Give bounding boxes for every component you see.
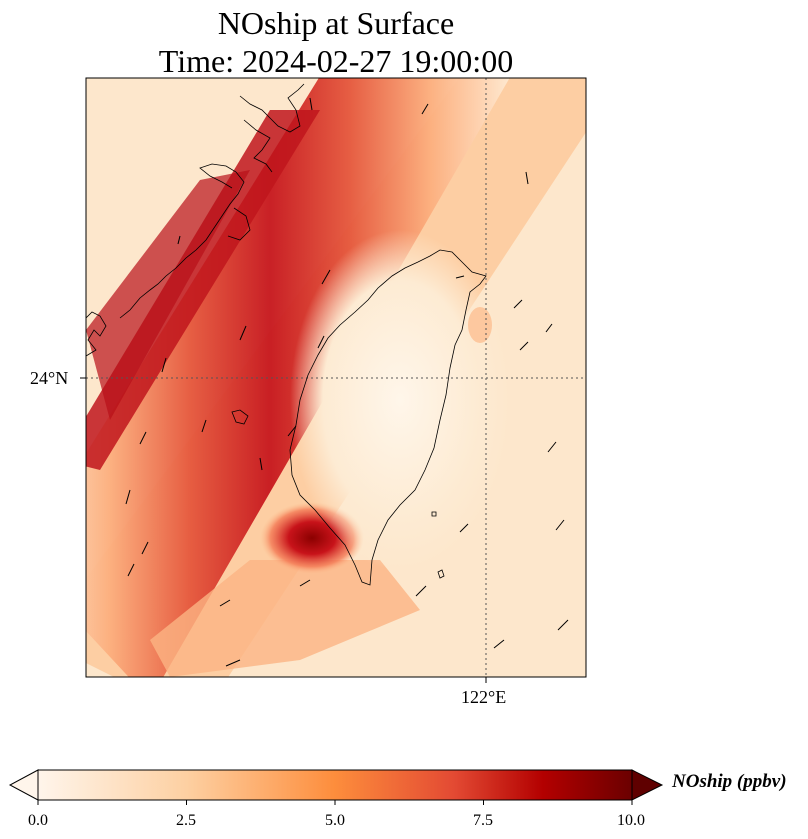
wind-arrow [459, 523, 469, 533]
wind-arrow [415, 585, 427, 597]
latitude-tick-label: 24°N [30, 368, 69, 388]
lanyu-island [437, 569, 445, 579]
green-island [431, 511, 437, 517]
wind-arrow [555, 519, 565, 531]
colorbar-label: NOship (ppbv) [672, 771, 787, 792]
wind-arrow [219, 599, 231, 607]
east-coast-patch [468, 307, 492, 343]
colorbar-min-extend [8, 769, 39, 801]
wind-arrow [225, 659, 241, 667]
coastlines [86, 83, 487, 586]
wind-arrow [141, 541, 149, 555]
colorbar-tick-label: 5.0 [325, 812, 345, 829]
colorbar [8, 769, 664, 805]
colorbar-tick-label: 2.5 [176, 812, 196, 829]
wind-arrow [287, 425, 297, 437]
wind-arrow [321, 269, 331, 285]
wind-arrow [513, 299, 523, 309]
colorbar-max-extend [631, 769, 664, 801]
wind-arrow [519, 341, 529, 351]
map-title-line-2: Time: 2024-02-27 19:00:00 [158, 43, 514, 79]
wind-arrow [161, 357, 167, 373]
penghu-island [231, 409, 249, 425]
wind-arrow [317, 335, 325, 349]
wind-arrow [493, 639, 505, 649]
southern-arc [150, 560, 420, 677]
wind-arrow [127, 563, 135, 577]
wind-arrow [547, 441, 557, 453]
wind-arrow [177, 235, 181, 245]
colorbar-bar [37, 769, 633, 801]
wind-arrow [125, 489, 131, 505]
colorbar-tick-label: 0.0 [28, 812, 48, 829]
wind-arrow [239, 325, 247, 341]
taiwan-coastline [289, 249, 487, 586]
map-title-line-1: NOship at Surface [217, 5, 455, 41]
wind-arrow [139, 431, 147, 445]
wind-vectors [125, 97, 569, 667]
plume-core [86, 110, 320, 470]
concentration-field [86, 78, 586, 677]
wind-arrow [299, 579, 311, 587]
wind-arrow [421, 103, 429, 115]
colorbar-tick-label: 7.5 [473, 812, 493, 829]
wind-arrow [545, 323, 553, 333]
longitude-tick-label: 122°E [461, 687, 507, 707]
wind-arrow [525, 171, 529, 185]
colorbar-tick-label: 10.0 [617, 812, 645, 829]
wind-arrow [455, 275, 465, 279]
mainland-coastline [86, 83, 305, 357]
wind-arrow [557, 619, 569, 631]
island-low-area [290, 230, 510, 570]
wind-arrow [259, 457, 263, 471]
plume-core-north [86, 170, 250, 420]
wind-arrow [309, 97, 313, 111]
wind-arrow [201, 419, 207, 433]
